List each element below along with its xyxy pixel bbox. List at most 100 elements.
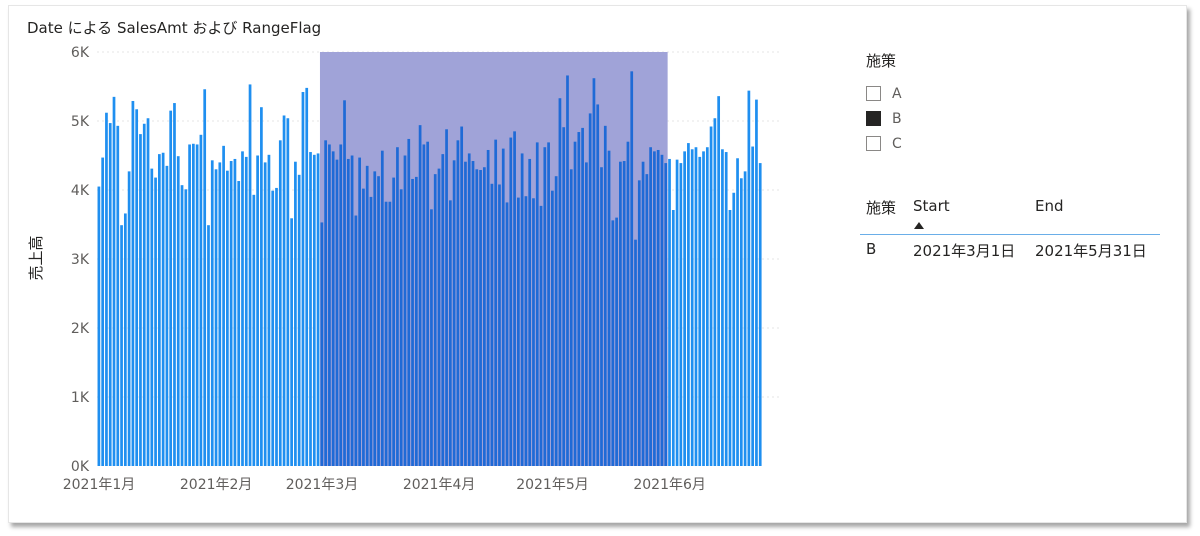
bar bbox=[505, 202, 509, 467]
y-tick-label: 1K bbox=[71, 390, 90, 406]
slicer-item-b[interactable]: B bbox=[866, 106, 902, 131]
bar bbox=[739, 178, 743, 466]
bar bbox=[547, 142, 550, 466]
bar bbox=[460, 126, 464, 467]
bar bbox=[165, 165, 169, 466]
bar bbox=[350, 155, 354, 466]
y-tick-label: 3K bbox=[71, 252, 90, 268]
bar bbox=[683, 151, 686, 467]
bar bbox=[320, 222, 324, 466]
bar bbox=[180, 185, 184, 467]
y-tick-label: 2K bbox=[71, 321, 90, 337]
bar bbox=[173, 103, 176, 466]
bar bbox=[252, 194, 256, 466]
bar bbox=[422, 144, 426, 466]
bars bbox=[97, 71, 762, 467]
bar bbox=[430, 209, 433, 466]
sort-ascending-icon bbox=[914, 222, 924, 229]
bar bbox=[535, 142, 539, 466]
bar bbox=[486, 149, 490, 467]
bar bbox=[509, 137, 513, 466]
bar bbox=[717, 96, 721, 466]
bar bbox=[241, 151, 244, 467]
bar bbox=[433, 174, 437, 466]
bar bbox=[290, 218, 293, 466]
cell-end: 2021年5月31日 bbox=[1035, 242, 1147, 260]
bar bbox=[97, 186, 101, 467]
table-row[interactable]: B 2021年3月1日 2021年5月31日 bbox=[860, 235, 1160, 263]
table-header: 施策 Start End bbox=[860, 193, 1160, 235]
bar bbox=[233, 158, 237, 466]
bar bbox=[562, 127, 566, 467]
bar bbox=[380, 150, 384, 467]
measure-slicer: 施策 A B C bbox=[866, 50, 902, 156]
bar bbox=[475, 169, 479, 467]
bar bbox=[339, 144, 343, 466]
bar bbox=[622, 161, 626, 466]
cell-start: 2021年3月1日 bbox=[913, 242, 1016, 260]
bar bbox=[256, 155, 259, 466]
bar bbox=[267, 154, 271, 466]
bar bbox=[758, 163, 762, 466]
bar bbox=[139, 134, 142, 467]
bar bbox=[660, 154, 664, 466]
bar bbox=[328, 144, 331, 466]
bar bbox=[275, 187, 278, 466]
bar bbox=[108, 123, 112, 466]
bar bbox=[690, 149, 694, 467]
slicer-item-c[interactable]: C bbox=[866, 131, 902, 156]
bar bbox=[101, 157, 105, 466]
bar bbox=[641, 161, 645, 466]
bar bbox=[596, 104, 600, 466]
bar bbox=[161, 152, 165, 467]
bar bbox=[732, 192, 736, 466]
bar bbox=[513, 131, 516, 466]
y-tick-label: 4K bbox=[71, 183, 90, 199]
bar bbox=[305, 87, 309, 466]
bar bbox=[396, 147, 399, 466]
x-tick-label: 2021年3月 bbox=[286, 477, 359, 493]
bar bbox=[743, 171, 747, 466]
bar bbox=[331, 151, 335, 467]
slicer-item-label: A bbox=[892, 85, 902, 102]
bar bbox=[135, 109, 139, 467]
bar bbox=[637, 180, 641, 466]
bar bbox=[551, 190, 554, 466]
bar bbox=[498, 184, 501, 467]
bar bbox=[377, 176, 380, 466]
column-header-start[interactable]: Start bbox=[913, 197, 950, 215]
bar bbox=[566, 75, 569, 467]
bar bbox=[309, 152, 312, 467]
bar bbox=[154, 177, 157, 466]
bar bbox=[286, 118, 290, 467]
checkbox[interactable] bbox=[866, 111, 881, 126]
bar bbox=[346, 158, 350, 466]
bar bbox=[467, 153, 471, 466]
bar bbox=[705, 147, 709, 466]
column-header-measure[interactable]: 施策 bbox=[866, 199, 897, 217]
slicer-item-a[interactable]: A bbox=[866, 81, 902, 106]
bar bbox=[747, 90, 751, 466]
bar bbox=[263, 162, 267, 466]
checkbox[interactable] bbox=[866, 136, 881, 151]
bar bbox=[120, 225, 123, 466]
bar bbox=[709, 126, 713, 467]
bar bbox=[679, 163, 683, 466]
bar bbox=[569, 169, 573, 467]
bar bbox=[244, 156, 248, 466]
bar bbox=[207, 225, 210, 466]
bar bbox=[532, 198, 535, 466]
bar bbox=[728, 210, 732, 466]
bar bbox=[490, 183, 494, 467]
bar bbox=[588, 113, 592, 466]
column-header-end[interactable]: End bbox=[1035, 197, 1064, 215]
y-tick-label: 5K bbox=[71, 114, 90, 130]
y-axis-ticks: 0K 1K 2K 3K 4K 5K 6K bbox=[71, 45, 90, 475]
checkbox[interactable] bbox=[866, 86, 881, 101]
bar bbox=[694, 147, 698, 466]
bar bbox=[316, 153, 320, 466]
bar bbox=[278, 140, 282, 466]
bar bbox=[479, 169, 482, 467]
bar bbox=[494, 139, 498, 466]
